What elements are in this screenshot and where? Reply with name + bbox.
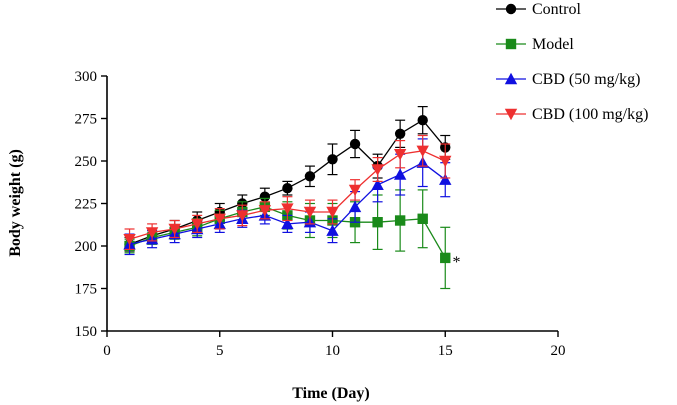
data-point (258, 205, 272, 217)
data-point (394, 128, 406, 139)
series-cbd-100-mg-kg (123, 134, 452, 250)
x-tick-label: 5 (216, 343, 224, 359)
data-point (439, 155, 452, 168)
data-point (372, 217, 383, 228)
data-point (394, 215, 406, 226)
legend: Control Model CBD (50 mg/kg) CBD (100 mg/kg… (496, 1, 648, 123)
data-point (440, 252, 451, 264)
data-point (417, 213, 428, 224)
legend-item: Model (496, 36, 574, 53)
significance-marker: * (453, 254, 461, 271)
y-axis-title: Body weight (g) (7, 149, 24, 257)
x-tick-label: 15 (438, 343, 453, 359)
axes: 150 175 200 225 250 275 300 0 5 10 15 20 (75, 69, 566, 359)
legend-label: Control (532, 1, 581, 18)
data-point (326, 224, 339, 236)
data-point (303, 206, 317, 219)
legend-marker (505, 3, 517, 15)
legend-label: Model (532, 36, 574, 53)
data-point (348, 184, 362, 197)
series-layer: * (123, 105, 461, 290)
x-tick-label: 20 (551, 343, 566, 359)
y-tick-label: 200 (75, 239, 98, 255)
x-axis-title: Time (Day) (292, 385, 369, 402)
legend-marker (504, 72, 518, 85)
legend-item: Control (496, 1, 581, 18)
data-point (259, 191, 271, 202)
y-tick-label: 250 (75, 154, 98, 170)
data-point (123, 234, 136, 246)
data-point (349, 138, 361, 150)
data-point (327, 154, 338, 165)
data-point (393, 149, 407, 161)
y-tick-label: 275 (75, 112, 98, 128)
x-tick-label: 0 (103, 343, 111, 359)
legend-item: CBD (50 mg/kg) (496, 71, 640, 88)
data-point (371, 164, 384, 176)
data-point (416, 145, 429, 157)
y-tick-label: 150 (75, 324, 98, 340)
data-point (326, 206, 339, 219)
data-point (281, 217, 294, 230)
data-point (281, 203, 294, 215)
data-point (236, 210, 249, 222)
data-point (213, 213, 226, 225)
data-point (417, 115, 428, 126)
y-tick-label: 175 (75, 282, 98, 298)
y-tick-label: 225 (75, 197, 98, 213)
data-point (393, 168, 407, 180)
legend-marker (504, 108, 518, 121)
data-point (145, 227, 159, 239)
legend-label: CBD (50 mg/kg) (532, 71, 640, 88)
data-point (282, 183, 293, 194)
y-tick-label: 300 (75, 69, 98, 85)
data-point (439, 173, 452, 185)
data-point (168, 223, 181, 236)
data-point (348, 200, 362, 213)
data-point (371, 178, 384, 190)
data-point (191, 218, 204, 231)
legend-marker (505, 38, 517, 50)
legend-item: CBD (100 mg/kg) (496, 106, 648, 123)
legend-label: CBD (100 mg/kg) (532, 106, 648, 123)
x-tick-label: 10 (325, 343, 340, 359)
data-point (304, 171, 316, 182)
